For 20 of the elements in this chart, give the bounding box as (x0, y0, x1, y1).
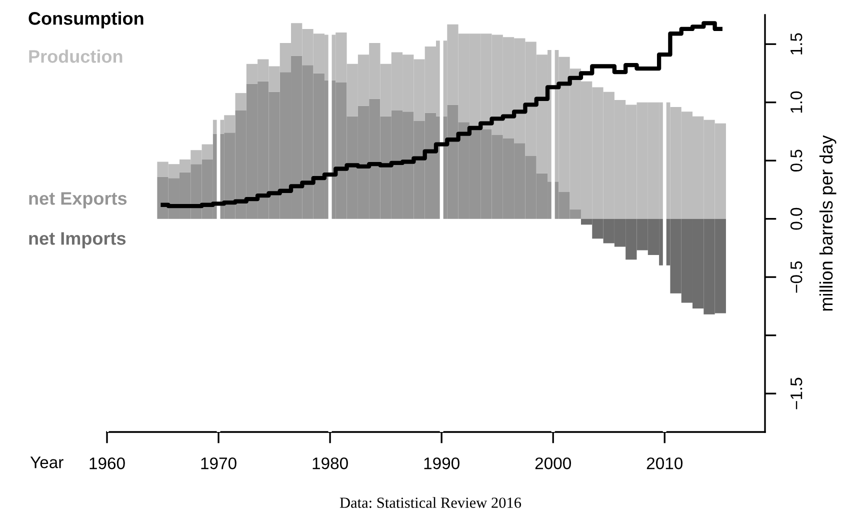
y-tick-label: −0.5 (790, 261, 802, 293)
text: Data: Statistical Review 2016 (340, 497, 522, 508)
y-tick-label: 0.5 (790, 150, 802, 172)
y-tick-label: 1.5 (790, 33, 802, 54)
y-tick-label: 1.0 (790, 91, 802, 113)
y-tick-label: −1.5 (790, 378, 802, 410)
bar (235, 93, 246, 111)
series-label: net Exports (29, 192, 127, 208)
text: Consumption (28, 12, 144, 28)
x-tick-label: 1970 (201, 457, 236, 470)
x-tick-label: 2000 (535, 457, 571, 470)
y-axis-title: million barrels per day (819, 135, 836, 311)
text: net Imports (29, 232, 126, 248)
x-tick-label: 1990 (424, 457, 460, 470)
x-tick-label: 1960 (90, 457, 125, 470)
x-tick-label: 2010 (646, 457, 683, 470)
x-tick-label: 1980 (312, 457, 348, 470)
y-tick-label: 0.0 (790, 208, 802, 230)
x-axis-title: Year (30, 456, 64, 468)
text: Production (29, 50, 122, 63)
